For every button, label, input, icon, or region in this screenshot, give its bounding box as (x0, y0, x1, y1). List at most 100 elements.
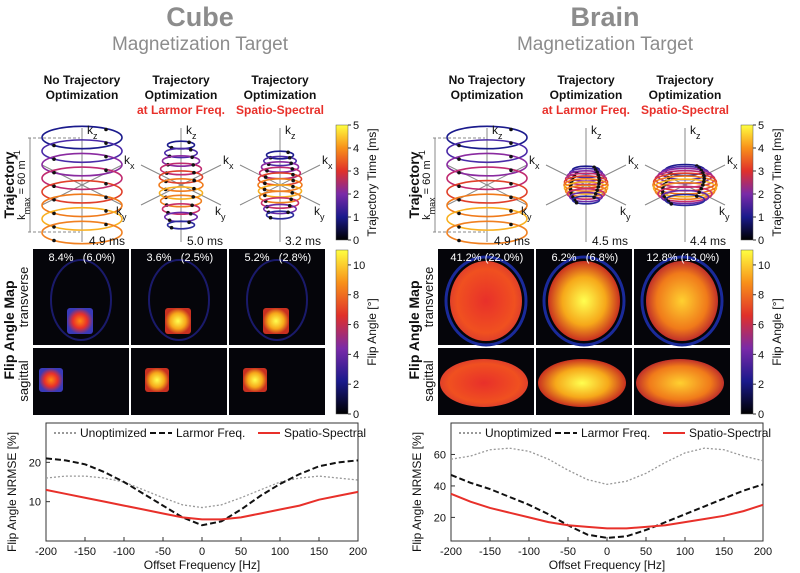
axis-symbol: kmax = 60 m−1 (417, 150, 437, 220)
symbol-base: k (492, 123, 499, 137)
row-label: Flip Angle Map (406, 280, 422, 379)
symbol-base: k (719, 204, 726, 218)
trajectory-point (702, 173, 706, 178)
duration-label: 5.0 ms (187, 234, 223, 248)
symbol-base: k (116, 204, 123, 218)
colorbar (740, 249, 754, 415)
trajectory-point (697, 190, 701, 195)
trajectory-ring (265, 150, 295, 160)
trajectory-ring (446, 206, 528, 231)
column-header: at Larmor Freq. (137, 103, 225, 117)
column-header: No Trajectory (44, 73, 121, 87)
row-label: Trajectory (406, 151, 422, 218)
trajectory-ring (657, 185, 713, 203)
symbol-base: k (16, 214, 28, 220)
trajectory-point (509, 222, 513, 227)
error-label: (6.8%) (586, 252, 618, 264)
axis-symbol: kx (529, 153, 540, 171)
y-axis-label: Flip Angle NRMSE [%] (410, 432, 424, 552)
error-label: (2.8%) (279, 252, 311, 264)
trajectory-point (694, 194, 699, 198)
legend-label: Spatio-Spectral (689, 426, 771, 440)
image-blob (39, 368, 63, 392)
trajectory-point (192, 178, 196, 183)
k-axis (644, 164, 726, 206)
error-label: 6.2% (551, 252, 576, 264)
trajectory-point (191, 195, 196, 199)
axis-symbol: ky (314, 204, 325, 222)
trajectory-ring (166, 220, 196, 230)
trajectory-ring (159, 194, 203, 208)
x-tick-label: 150 (715, 546, 733, 558)
trajectory-point (291, 178, 296, 183)
trajectory-point (702, 179, 706, 184)
duration-label: 3.2 ms (285, 234, 321, 248)
image-outline (246, 259, 308, 341)
trajectory-point (597, 181, 601, 186)
axis-symbol: kx (727, 153, 738, 171)
trajectory-point (263, 175, 268, 179)
image-blob (646, 261, 718, 341)
row-label: transverse (421, 267, 436, 328)
trajectory-ring (262, 155, 298, 167)
symbol-base: k (591, 123, 598, 137)
plot-frame (45, 422, 359, 542)
x-tick-label: -200 (35, 546, 57, 558)
trajectory-point (104, 141, 108, 145)
x-tick-label: -50 (560, 546, 576, 558)
trajectory-point (597, 178, 601, 183)
trajectory-point (457, 238, 461, 243)
colorbar-tick-label: 5 (353, 120, 359, 132)
colorbar-tick-label: 8 (353, 290, 359, 302)
axis-symbol: kmax = 60 m−1 (12, 150, 32, 220)
trajectory-point (52, 238, 56, 243)
trajectory-point (595, 188, 599, 193)
trajectory-ring (446, 125, 528, 150)
symbol-sub: z (597, 131, 602, 141)
colorbar-tick-label: 10 (353, 260, 365, 272)
colorbar-tick-label: 1 (353, 212, 359, 224)
series-line (45, 488, 359, 521)
trajectory-ring (161, 154, 201, 168)
colorbar-tick-label: 6 (758, 320, 764, 332)
trajectory-ring (446, 220, 528, 245)
legend-label: Unoptimized (485, 426, 552, 440)
symbol-rest: = 60 m (16, 160, 28, 197)
symbol-sub: max (22, 197, 32, 215)
trajectory-point (509, 154, 513, 159)
trajectory-point (457, 225, 461, 229)
trajectory-ring (158, 170, 204, 184)
trajectory-ring (660, 189, 710, 205)
symbol-sub: x (535, 161, 540, 171)
symbol-sub: y (626, 212, 631, 222)
trajectory-ring (654, 181, 716, 201)
trajectory-point (457, 157, 461, 161)
panel-title: Brain (570, 2, 639, 32)
trajectory-point (509, 195, 513, 200)
image-blob (538, 359, 626, 407)
trajectory-ring (41, 152, 123, 177)
trajectory-point (104, 154, 108, 159)
symbol-base: k (223, 153, 230, 167)
symbol-sub: z (696, 131, 701, 141)
image-blob (440, 359, 528, 407)
y-tick-label: 40 (434, 481, 446, 493)
trajectory-ring (41, 166, 123, 191)
symbol-base: k (124, 153, 131, 167)
symbol-sub: y (122, 212, 127, 222)
column-header: Trajectory (152, 73, 210, 87)
trajectory-point (509, 181, 513, 186)
colorbar-tick-label: 10 (758, 260, 770, 272)
trajectory-ring (41, 139, 123, 164)
trajectory-point (187, 140, 191, 145)
x-tick-label: 0 (604, 546, 610, 558)
trajectory-point (104, 222, 108, 227)
trajectory-point (290, 191, 295, 195)
trajectory-point (52, 184, 56, 189)
trajectory-point (104, 209, 108, 213)
trajectory-point (167, 218, 172, 223)
axis-symbol: kz (492, 123, 503, 141)
colorbar-tick-label: 8 (758, 290, 764, 302)
row-label: transverse (16, 267, 31, 328)
